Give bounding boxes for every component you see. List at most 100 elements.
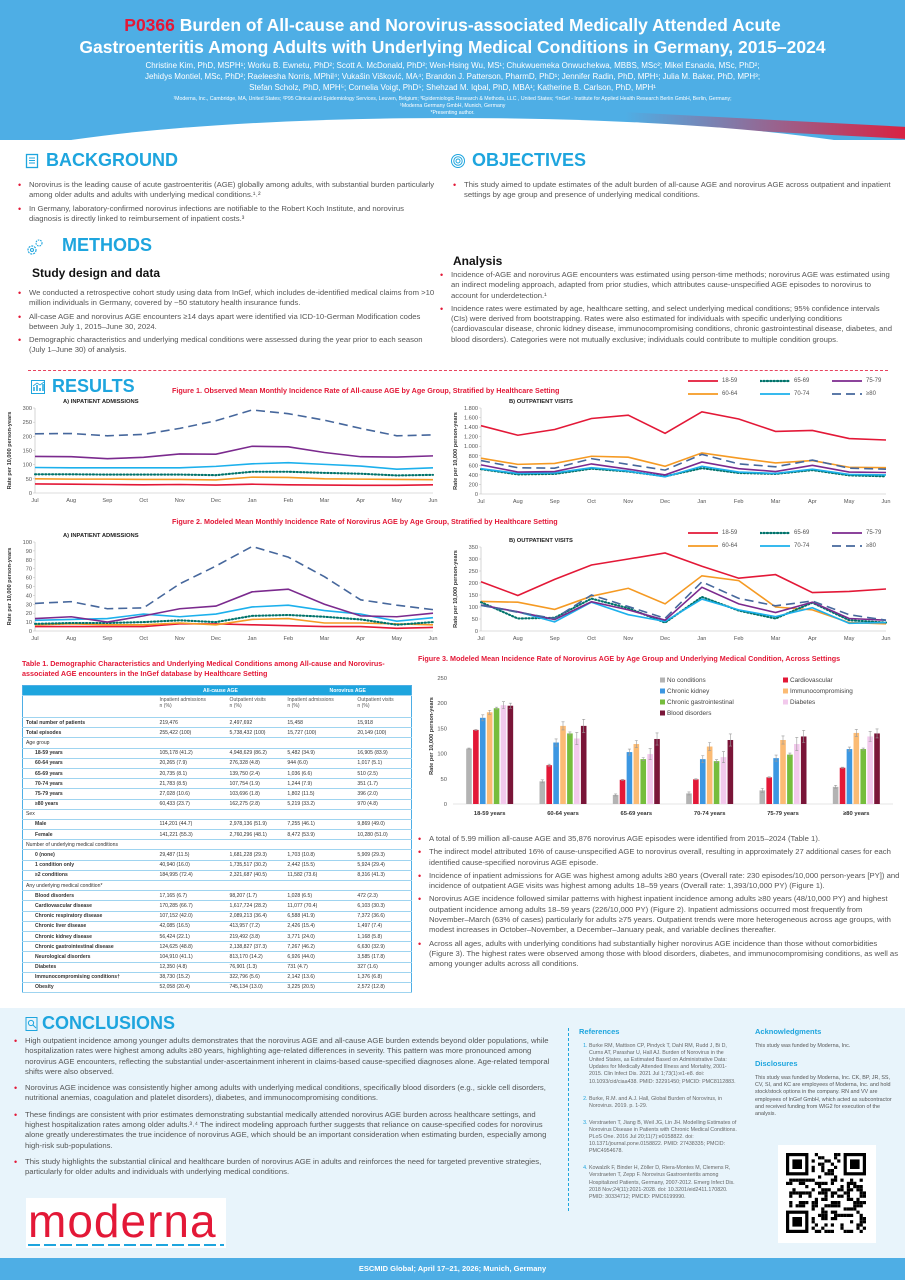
affiliation-line: *Presenting author. [430, 110, 475, 116]
table-cell: 184,995 (72.4) [156, 870, 227, 882]
x-tick-label: Dec [211, 498, 221, 504]
table-cell: 5,219 (33.2) [284, 799, 355, 810]
table-column-header: Inpatient admissions n (%) [284, 695, 355, 718]
table-row-label: Chronic respiratory disease [22, 911, 157, 922]
bar-immunocompromising [633, 744, 640, 804]
logo-wordmark: moderna [28, 1195, 217, 1247]
y-tick-label: 200 [23, 434, 32, 440]
table-cell: 21,783 (8.5) [156, 778, 227, 790]
table-cell: 1,168 (5.8) [354, 931, 412, 943]
affiliations: ¹Moderna, Inc., Cambridge, MA, United St… [40, 96, 865, 117]
table-cell: 124,625 (48.8) [156, 941, 227, 953]
x-tick-label: May [392, 636, 403, 642]
series-line-60-64 [480, 452, 887, 469]
series-line-60-64 [480, 574, 887, 625]
table-cell: 162,275 (2.8) [226, 799, 285, 810]
y-tick-label: 0 [29, 491, 32, 497]
table-cell: 10,280 (51.0) [354, 829, 412, 841]
error-bar [582, 719, 586, 733]
objectives-bullets: This study aimed to update estimates of … [453, 180, 893, 204]
table-cell: 6,588 (41.9) [284, 911, 355, 922]
table-row: Chronic kidney disease 56,424 (22.1) 219,4… [22, 931, 412, 943]
acknowledgments-disclosures: Acknowledgments This study was funded by… [755, 1028, 900, 1128]
table-cell: 38,730 (15.2) [156, 972, 227, 983]
table-cell: 5,482 (34.9) [284, 748, 355, 759]
bar-no-conditions [759, 790, 766, 804]
table-cell: 255,422 (100) [156, 727, 227, 739]
bar-chronic-kidney [699, 759, 706, 804]
x-tick-label: Oct [139, 498, 148, 504]
legend-label: Cardiovascular [790, 677, 833, 684]
y-tick-label: 30 [26, 602, 32, 608]
y-tick-label: 1.000 [464, 444, 478, 450]
bar-cardiovascular [766, 777, 772, 804]
table-row-label: 18-59 years [22, 748, 157, 759]
table-cell: 5,909 (29.3) [354, 849, 412, 861]
figure-3-title: Figure 3. Modeled Mean Incidence Rate of… [418, 654, 841, 663]
table-cell: 1,681,228 (29.3) [226, 849, 285, 861]
series-line-70-74 [480, 598, 887, 625]
references: References Burke RM, Mattison CP, Pindyc… [568, 1028, 738, 1211]
table-cell: 2,442 (15.5) [284, 860, 355, 871]
table-cell: 8,316 (41.3) [354, 870, 412, 882]
table-row: 1 condition only 40,940 (16.0) 1,735,517 (… [22, 860, 412, 871]
y-tick-label: 80 [26, 558, 32, 564]
series-line-65-69 [33, 470, 435, 477]
series-line-18-59 [480, 410, 887, 441]
legend-swatch [688, 380, 718, 382]
x-tick-label: Aug [66, 636, 76, 642]
bar-chronic-kidney [626, 752, 633, 804]
legend-swatch [688, 532, 718, 534]
results-heading: RESULTS [30, 376, 135, 397]
series-line-18-59 [34, 483, 434, 487]
x-tick-label: Jan [248, 636, 257, 642]
y-tick-label: 1.200 [464, 435, 478, 441]
bar-blood-disorders [874, 733, 880, 804]
table-row: Number of underlying medical conditions [22, 839, 412, 851]
table-row-label: ≥80 years [22, 799, 157, 810]
legend-swatch [688, 393, 718, 395]
table-row: 18-59 years 105,178 (41.2) 4,948,629 (86.2… [22, 748, 412, 759]
table-cell: 5,924 (29.4) [354, 860, 412, 871]
heading-text: BACKGROUND [46, 150, 178, 170]
footer: ESCMID Global; April 17–21, 2026; Munich… [0, 1258, 905, 1280]
chart-panel-title: A) INPATIENT ADMISSIONS [63, 399, 139, 405]
table-row: ≥2 conditions 184,995 (72.4) 2,321,687 (40… [22, 870, 412, 882]
reference-item: Burke RM, Mattison CP, Pindyck T, Dahl R… [589, 1043, 738, 1086]
table-row: Chronic liver disease 42,085 (16.5) 413,95… [22, 921, 412, 932]
y-tick-label: 200 [469, 482, 478, 488]
x-tick-label: Mar [320, 498, 330, 504]
legend-label: 65-69 [794, 530, 810, 536]
authors-line: Christine Kim, PhD, MSPH¹; Worku B. Ewne… [145, 61, 760, 70]
table-1-title: Table 1. Demographic Characteristics and… [22, 659, 385, 678]
x-tick-label: Nov [623, 499, 633, 505]
error-bar [767, 776, 771, 779]
legend-item: 75-79 [832, 378, 881, 384]
error-bar [575, 732, 579, 745]
y-tick-label: 50 [26, 585, 32, 591]
error-bar [721, 751, 725, 763]
y-axis-label: Rate per 10,000 person-years [7, 548, 13, 626]
figure-1a-chart: A) INPATIENT ADMISSIONS Rate per 10,000 p… [7, 399, 438, 504]
table-cell: 11,582 (73.6) [284, 870, 355, 882]
table-cell: 5,738,432 (100) [226, 727, 285, 739]
table-cell: 1,376 (6.8) [354, 972, 412, 983]
table-cell: 170,285 (66.7) [156, 900, 227, 912]
table-cell: 2,978,136 (51.9) [226, 819, 285, 831]
y-tick-label: 200 [469, 581, 478, 587]
bar-chronic-kidney [773, 758, 779, 804]
table-cell: 40,940 (16.0) [156, 860, 227, 871]
table-row: Sex [22, 809, 412, 820]
x-tick-label: Jul [477, 636, 484, 642]
legend-item: ≥80 [832, 543, 876, 549]
error-bar [715, 759, 719, 763]
error-bar [614, 793, 618, 797]
reference-item: Burke, R.M. and A.J. Hall, Global Burden… [589, 1096, 738, 1110]
bar-chronic-gastrointestinal [493, 708, 500, 804]
qr-code-icon[interactable] [778, 1145, 876, 1243]
legend-swatch [660, 699, 665, 705]
error-bar [760, 788, 764, 793]
table-row: Obesity 52,058 (20.4) 745,134 (13.0) 3,225 … [22, 982, 412, 994]
x-tick-label: ≥80 years [843, 811, 869, 817]
table-cell: 1,735,517 (30.2) [226, 860, 285, 871]
